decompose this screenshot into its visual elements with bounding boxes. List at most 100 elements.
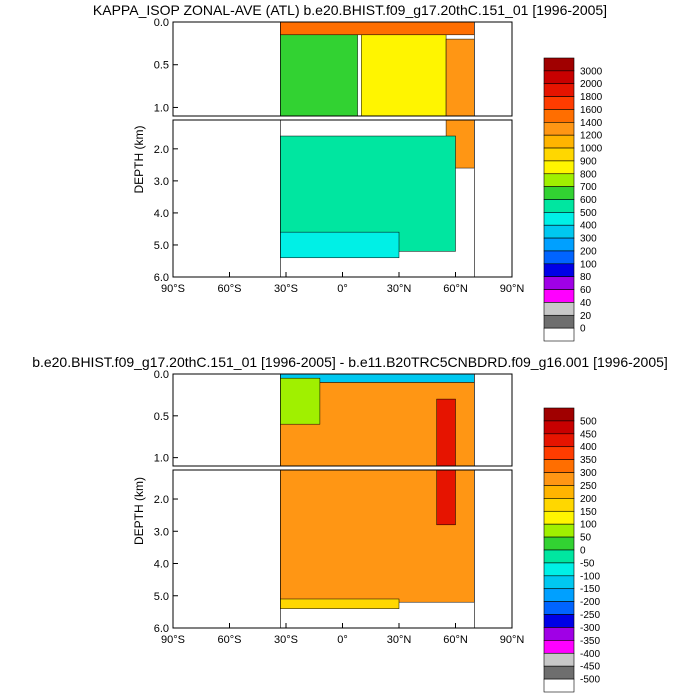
colorbar-label: -300: [580, 623, 600, 634]
colorbar-swatch: [543, 327, 575, 342]
colorbar-label: 350: [580, 455, 597, 466]
colorbar-label: 700: [580, 182, 597, 193]
colorbar-label: 600: [580, 195, 597, 206]
colorbar-swatch: [543, 212, 575, 226]
x-tick-label: 30°S: [274, 283, 298, 295]
chart-panel-1: KAPPA_ISOP ZONAL-AVE (ATL) b.e20.BHIST.f…: [93, 2, 607, 342]
colorbar: 3000200018001600140012001000900800700600…: [543, 57, 603, 342]
colorbar-label: 200: [580, 494, 597, 505]
colorbar-label: 150: [580, 507, 597, 518]
colorbar-swatch: [543, 652, 575, 667]
colorbar-label: -500: [580, 675, 600, 686]
colorbar-label: 900: [580, 156, 597, 167]
colorbar-label: 40: [580, 298, 592, 309]
colorbar-label: 450: [580, 429, 597, 440]
region-bottom-lightblue: [280, 231, 400, 259]
colorbar-swatch: [543, 407, 575, 422]
colorbar-swatch: [543, 83, 575, 97]
colorbar-swatch: [543, 459, 575, 473]
colorbar-swatch: [543, 302, 575, 316]
colorbar-label: 1000: [580, 144, 603, 155]
x-tick-label: 30°S: [274, 634, 298, 646]
region-upper-green: [280, 34, 358, 117]
y-tick-label: 0.0: [154, 369, 169, 381]
colorbar-swatch: [543, 109, 575, 123]
colorbar-label: -200: [580, 597, 600, 608]
y-axis-label: DEPTH (km): [132, 126, 146, 194]
colorbar-swatch: [543, 186, 575, 200]
plot-area: [280, 374, 475, 628]
y-tick-label: 4.0: [154, 208, 169, 220]
y-tick-label: 0.0: [154, 17, 169, 29]
colorbar-swatch: [543, 276, 575, 290]
y-tick-label: 5.0: [154, 591, 169, 603]
colorbar-label: -50: [580, 558, 595, 569]
colorbar-label: -150: [580, 584, 600, 595]
x-tick-label: 60°S: [218, 283, 242, 295]
colorbar-swatch: [543, 575, 575, 590]
colorbar-swatch: [543, 588, 575, 602]
colorbar-swatch: [543, 237, 575, 252]
region-bottom-yellow: [280, 598, 400, 609]
x-tick-label: 30°N: [387, 634, 412, 646]
colorbar-label: 2000: [580, 79, 603, 90]
colorbar-swatch: [543, 614, 575, 628]
x-tick-label: 60°N: [443, 283, 468, 295]
x-tick-label: 90°S: [161, 283, 185, 295]
colorbar-swatch: [543, 289, 575, 303]
chart-panel-2: b.e20.BHIST.f09_g17.20thC.151_01 [1996-2…: [32, 354, 668, 693]
colorbar-swatch: [543, 627, 575, 641]
colorbar-swatch: [543, 420, 575, 435]
colorbar-label: 100: [580, 259, 597, 270]
y-tick-label: 1.0: [154, 102, 169, 114]
colorbar-swatch: [543, 173, 575, 187]
colorbar-label: 200: [580, 246, 597, 257]
x-tick-label: 30°N: [387, 283, 412, 295]
colorbar-label: 300: [580, 468, 597, 479]
colorbar-label: 80: [580, 272, 592, 283]
y-tick-label: 2.0: [154, 144, 169, 156]
y-tick-label: 1.0: [154, 453, 169, 465]
y-tick-label: 0.5: [154, 411, 169, 423]
colorbar-label: 1400: [580, 118, 603, 129]
x-tick-label: 0°: [337, 283, 348, 295]
colorbar-label: 1600: [580, 105, 603, 116]
colorbar-swatch: [543, 498, 575, 512]
y-tick-label: 3.0: [154, 176, 169, 188]
colorbar-label: 0: [580, 546, 586, 557]
colorbar-swatch: [543, 224, 575, 239]
y-tick-label: 3.0: [154, 526, 169, 538]
colorbar-swatch: [543, 57, 575, 72]
colorbar-label: 500: [580, 416, 597, 427]
colorbar-swatch: [543, 485, 575, 499]
colorbar-label: -250: [580, 610, 600, 621]
colorbar-label: 20: [580, 311, 592, 322]
y-axis-label: DEPTH (km): [132, 477, 146, 545]
colorbar-swatch: [543, 199, 575, 213]
chart-title: b.e20.BHIST.f09_g17.20thC.151_01 [1996-2…: [32, 354, 668, 370]
region-upper-green: [280, 377, 321, 425]
colorbar-swatch: [543, 510, 575, 525]
y-tick-label: 6.0: [154, 623, 169, 635]
colorbar: 500450400350300250200150100500-50-100-15…: [543, 407, 600, 693]
colorbar-label: 400: [580, 442, 597, 453]
y-tick-label: 2.0: [154, 494, 169, 506]
colorbar-swatch: [543, 134, 575, 149]
colorbar-swatch: [543, 640, 575, 654]
colorbar-label: 500: [580, 208, 597, 219]
colorbar-swatch: [543, 601, 575, 615]
plot-area: [280, 22, 475, 277]
colorbar-swatch: [543, 147, 575, 162]
colorbar-label: 1800: [580, 92, 603, 103]
x-tick-label: 90°N: [500, 283, 525, 295]
colorbar-swatch: [543, 562, 575, 577]
y-tick-label: 5.0: [154, 240, 169, 252]
upper-frame: [172, 21, 513, 117]
colorbar-swatch: [543, 96, 575, 110]
colorbar-swatch: [543, 678, 575, 693]
colorbar-label: -450: [580, 662, 600, 673]
colorbar-swatch: [543, 472, 575, 486]
upper-frame: [172, 373, 513, 467]
colorbar-label: 50: [580, 533, 592, 544]
